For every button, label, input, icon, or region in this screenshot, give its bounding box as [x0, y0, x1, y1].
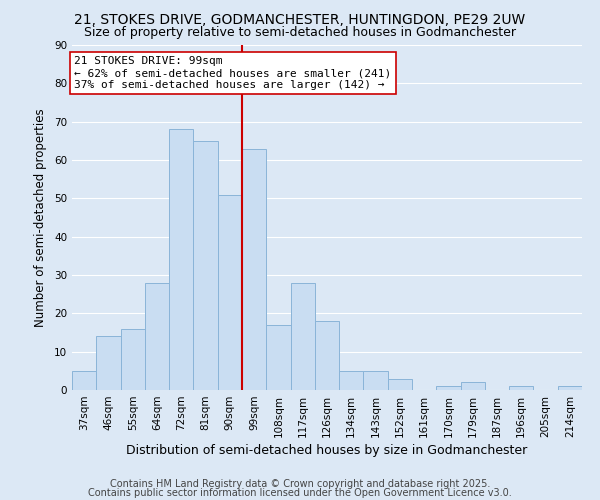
Text: 21 STOKES DRIVE: 99sqm
← 62% of semi-detached houses are smaller (241)
37% of se: 21 STOKES DRIVE: 99sqm ← 62% of semi-det… — [74, 56, 392, 90]
Bar — [388, 378, 412, 390]
Bar — [509, 386, 533, 390]
X-axis label: Distribution of semi-detached houses by size in Godmanchester: Distribution of semi-detached houses by … — [127, 444, 527, 457]
Bar — [218, 194, 242, 390]
Text: Size of property relative to semi-detached houses in Godmanchester: Size of property relative to semi-detach… — [84, 26, 516, 39]
Y-axis label: Number of semi-detached properties: Number of semi-detached properties — [34, 108, 47, 327]
Bar — [96, 336, 121, 390]
Bar — [436, 386, 461, 390]
Bar — [315, 321, 339, 390]
Text: Contains public sector information licensed under the Open Government Licence v3: Contains public sector information licen… — [88, 488, 512, 498]
Bar — [169, 130, 193, 390]
Bar — [558, 386, 582, 390]
Bar — [72, 371, 96, 390]
Bar — [193, 141, 218, 390]
Bar — [266, 325, 290, 390]
Bar — [290, 282, 315, 390]
Bar — [339, 371, 364, 390]
Text: Contains HM Land Registry data © Crown copyright and database right 2025.: Contains HM Land Registry data © Crown c… — [110, 479, 490, 489]
Text: 21, STOKES DRIVE, GODMANCHESTER, HUNTINGDON, PE29 2UW: 21, STOKES DRIVE, GODMANCHESTER, HUNTING… — [74, 12, 526, 26]
Bar — [364, 371, 388, 390]
Bar — [121, 328, 145, 390]
Bar — [461, 382, 485, 390]
Bar — [242, 148, 266, 390]
Bar — [145, 282, 169, 390]
